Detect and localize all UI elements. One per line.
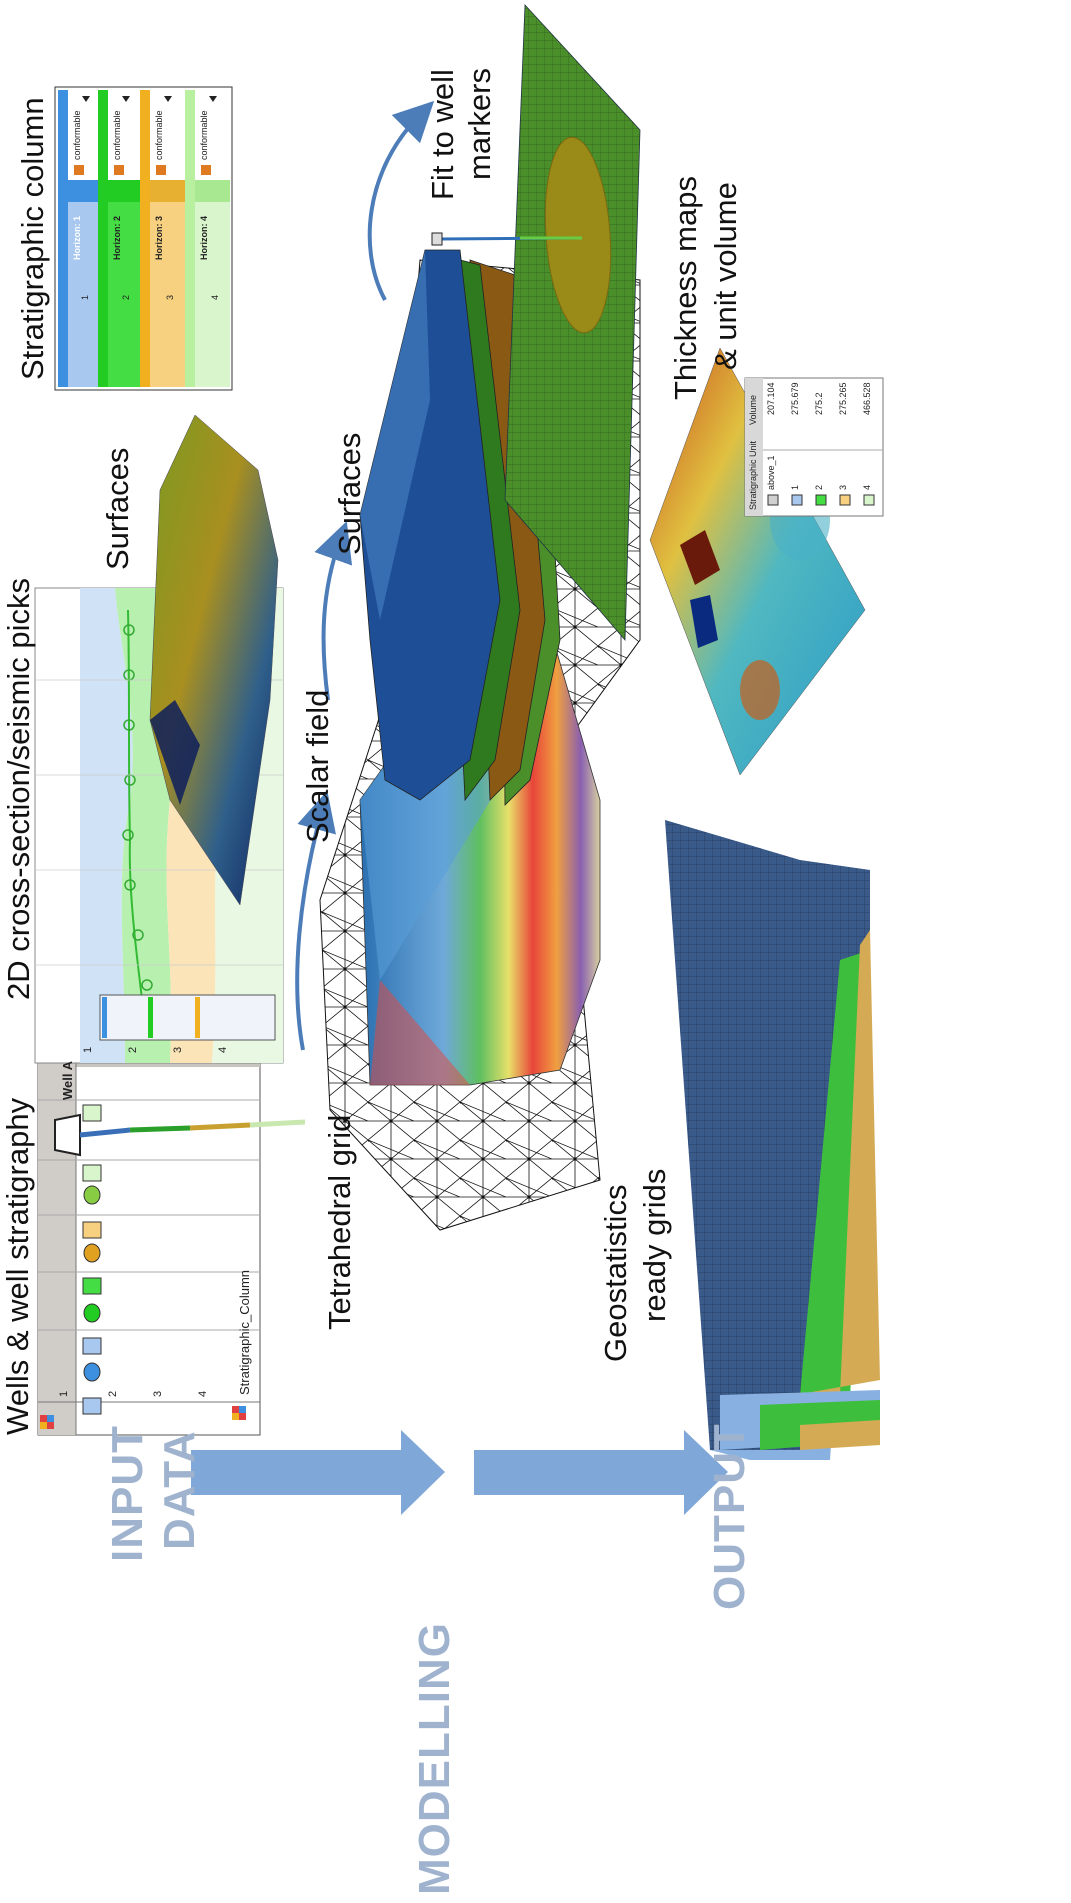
conformable-4[interactable]: conformable [199,110,209,160]
label-surfaces-mid: Surfaces [332,432,367,555]
conformable-3[interactable]: conformable [154,110,164,160]
horizon-label-1: Horizon: 1 [72,216,82,260]
horizon-label-3: Horizon: 3 [154,216,164,260]
well-row-1: 1 [58,1390,70,1397]
label-thickness-line2: & unit volume [708,182,743,370]
conformable-2[interactable]: conformable [112,110,122,160]
horizon-label-2: Horizon: 2 [112,216,122,260]
label-thickness-line1: Thickness maps [668,176,703,400]
strat-unit-3: 3 [165,294,175,300]
volume-header-unit: Stratigraphic Unit [748,440,758,510]
well-row-4: 4 [197,1390,209,1397]
well-unit-4: 4 [217,1046,229,1053]
volume-value-3: 275.265 [838,382,848,415]
conformable-icons [74,165,211,175]
volume-value-above1: 207.104 [766,382,776,415]
horizon-label-4: Horizon: 4 [199,216,209,260]
arrow-scalar-to-surfaces [314,521,353,701]
well-table-frame [37,1044,261,1436]
volume-unit-2: 2 [814,484,824,490]
arrow-surfaces-to-fit [367,100,435,301]
strat-unit-2: 2 [121,294,131,300]
volume-unit-swatches [767,494,875,506]
label-strat-column: Stratigraphic column [15,97,50,380]
well-row-3: 3 [152,1390,164,1397]
well-unit-3: 3 [172,1046,184,1053]
arrow-grid-to-scalar [295,790,336,1051]
well-unit-1: 1 [82,1046,94,1053]
label-fit-wells-line2: markers [462,68,497,180]
strat-column-panel [54,86,233,391]
fit-surface [431,4,641,642]
well-table-header: Well A [60,1060,75,1100]
dropdown-arrows [82,96,217,102]
label-surfaces-top: Surfaces [100,447,135,570]
volume-value-2: 275.2 [814,392,824,415]
well-column-name: Stratigraphic_Column [237,1269,252,1395]
label-fit-wells-line1: Fit to well [425,69,460,200]
well-unit-icons [40,1104,246,1429]
label-scalar-field: Scalar field [300,689,335,843]
volume-unit-1: 1 [790,484,800,490]
label-wells: Wells & well stratigraphy [0,1097,35,1435]
flow-label-output: OUTPUT [705,1423,754,1610]
label-geostat-line1: Geostatistics [598,1184,633,1362]
volume-unit-3: 3 [838,484,848,490]
volume-value-4: 466.528 [862,382,872,415]
flow-arrow-modelling [474,1430,728,1515]
well-trajectory [54,1113,306,1157]
volume-header-volume: Volume [748,394,758,425]
label-geostat-line2: ready grids [637,1168,672,1322]
strat-unit-4: 4 [210,294,220,300]
label-tetra-grid: Tetrahedral grid [322,1114,357,1330]
volume-unit-4: 4 [862,484,872,490]
well-row-2: 2 [107,1390,119,1397]
well-unit-2: 2 [127,1046,139,1053]
volume-table-frame [744,377,884,517]
label-cross-section: 2D cross-section/seismic picks [1,577,36,1000]
flow-label-input-line1: INPUT [103,1425,152,1562]
flow-label-modelling: MODELLING [410,1622,459,1895]
flow-arrow-input [191,1430,445,1515]
conformable-1[interactable]: conformable [72,110,82,160]
volume-unit-above1: above_1 [766,455,776,490]
geostat-grid [665,820,880,1460]
volume-value-1: 275.679 [790,382,800,415]
flow-label-input-line2: DATA [155,1430,204,1550]
strat-unit-1: 1 [80,294,90,300]
